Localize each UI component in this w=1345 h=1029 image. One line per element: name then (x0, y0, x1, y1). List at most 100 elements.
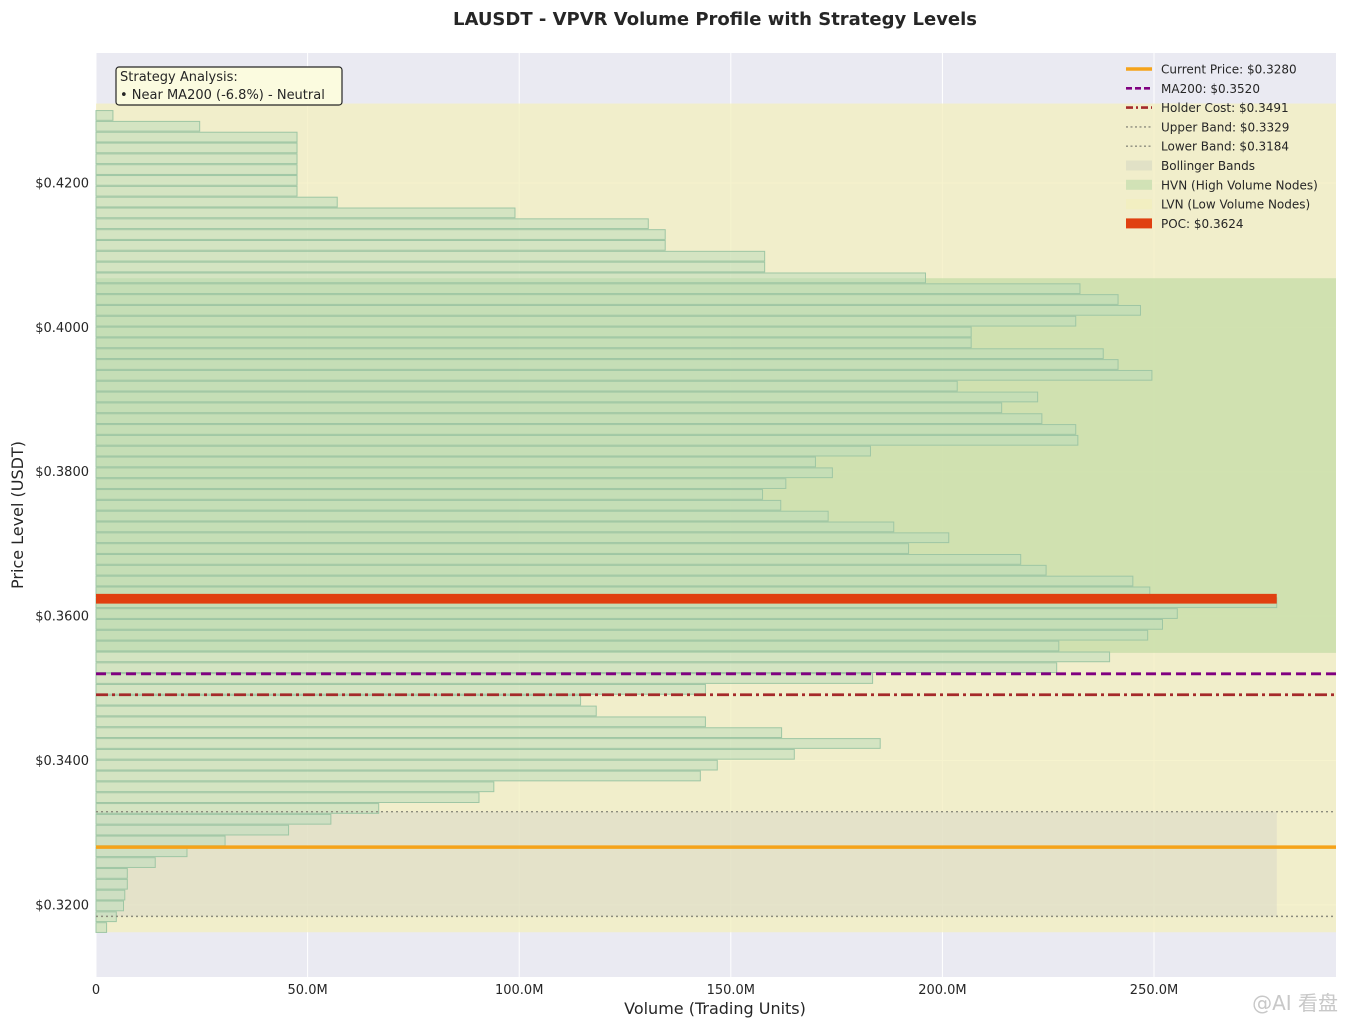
volume-bar (95, 391, 1039, 403)
volume-bar (95, 640, 1060, 652)
volume-bar (95, 554, 1022, 565)
chart-title: LAUSDT - VPVR Volume Profile with Strate… (453, 9, 977, 30)
volume-bar (95, 207, 516, 219)
volume-bar (95, 618, 1163, 630)
y-tick-label: $0.4000 (35, 321, 89, 336)
volume-bar (95, 120, 201, 132)
volume-bar (95, 369, 1153, 381)
volume-bar (95, 824, 290, 836)
volume-bar (95, 748, 795, 760)
volume-bar (95, 304, 1141, 316)
volume-bar (95, 510, 829, 522)
volume-bar (95, 424, 1077, 435)
volume-bar (95, 716, 706, 728)
volume-bar (95, 499, 782, 511)
volume-bars (95, 110, 1278, 933)
y-tick-label: $0.3200 (35, 898, 89, 913)
bollinger-band-zone (96, 811, 1277, 917)
volume-bar (95, 889, 126, 901)
legend-label-poc: POC: $0.3624 (1161, 217, 1244, 231)
volume-bar (95, 705, 597, 717)
volume-bar (95, 651, 1111, 663)
y-tick-label: $0.4200 (35, 176, 89, 191)
volume-bar (95, 380, 958, 392)
volume-bar (95, 759, 718, 771)
volume-bar (95, 359, 1119, 370)
volume-bar (95, 413, 1043, 425)
legend-swatch-poc (1126, 218, 1152, 229)
volume-bar (95, 240, 666, 251)
volume-bar (95, 489, 764, 500)
volume-bar (95, 878, 128, 890)
volume-bar (95, 283, 1081, 295)
legend-label-bb: Bollinger Bands (1161, 159, 1255, 173)
legend-label-lvn: LVN (Low Volume Nodes) (1161, 198, 1310, 212)
volume-bar (95, 868, 128, 879)
volume-bar (95, 781, 495, 793)
annotation-line: • Near MA200 (-6.8%) - Neutral (120, 88, 325, 103)
volume-bar (95, 629, 1149, 641)
legend-swatch-lvn (1126, 199, 1152, 210)
volume-bar (95, 673, 874, 684)
volume-bar (95, 900, 125, 912)
volume-bar (95, 792, 480, 803)
volume-bar (95, 564, 1047, 576)
volume-bar (95, 456, 816, 468)
volume-bar (95, 272, 926, 284)
volume-bar (95, 294, 1119, 305)
volume-bar (95, 142, 298, 154)
y-tick-label: $0.3600 (35, 610, 89, 625)
legend-label-lower: Lower Band: $0.3184 (1161, 140, 1289, 154)
volume-bar (95, 434, 1079, 446)
volume-bar (95, 175, 298, 186)
volume-bar (95, 153, 298, 165)
volume-bar (95, 131, 298, 143)
volume-bar (95, 229, 666, 240)
volume-bar (95, 694, 582, 706)
legend-swatch-hvn (1126, 179, 1152, 190)
volume-bar (95, 185, 298, 197)
volume-bar (95, 770, 701, 782)
x-tick-label: 150.0M (707, 983, 755, 998)
legend-label-upper: Upper Band: $0.3329 (1161, 120, 1289, 134)
annotation-box (115, 66, 343, 106)
x-axis-ticks: 0 50.0M 100.0M 150.0M 200.0M 250.0M (92, 983, 1178, 998)
volume-bar (95, 521, 895, 533)
volume-bar (95, 662, 1058, 674)
volume-bar (95, 575, 1134, 587)
annotation-title: Strategy Analysis: (120, 70, 238, 85)
x-tick-label: 200.0M (918, 983, 966, 998)
legend-label-current: Current Price: $0.3280 (1161, 63, 1297, 77)
volume-bar (95, 467, 833, 479)
volume-bar (95, 445, 871, 457)
legend-label-ma200: MA200: $0.3520 (1161, 82, 1260, 96)
volume-bar (95, 110, 114, 121)
poc-bar (96, 593, 1277, 604)
volume-bar (95, 261, 766, 273)
x-tick-label: 0 (92, 983, 100, 998)
x-tick-label: 50.0M (288, 983, 328, 998)
volume-bar (95, 608, 1178, 619)
volume-bar (95, 683, 706, 695)
y-tick-label: $0.3400 (35, 754, 89, 769)
volume-bar (95, 543, 910, 554)
volume-bar (95, 922, 108, 933)
x-tick-label: 100.0M (495, 983, 543, 998)
volume-bar (95, 835, 226, 847)
strategy-levels (96, 672, 1336, 918)
x-tick-label: 250.0M (1130, 983, 1178, 998)
volume-bar (95, 337, 972, 349)
strategy-annotation: Strategy Analysis: • Near MA200 (-6.8%) … (115, 66, 343, 106)
volume-bar (95, 218, 649, 230)
watermark: @AI 看盘 (1252, 991, 1338, 1015)
volume-bar (95, 803, 380, 814)
volume-bar (95, 813, 332, 825)
volume-bar (95, 164, 298, 175)
volume-bar (95, 315, 1077, 327)
volume-bar (95, 402, 1003, 414)
volume-bar (95, 348, 1104, 360)
y-axis-label: Price Level (USDT) (8, 441, 27, 589)
legend-label-hvn: HVN (High Volume Nodes) (1161, 178, 1318, 192)
volume-bar (95, 532, 950, 544)
